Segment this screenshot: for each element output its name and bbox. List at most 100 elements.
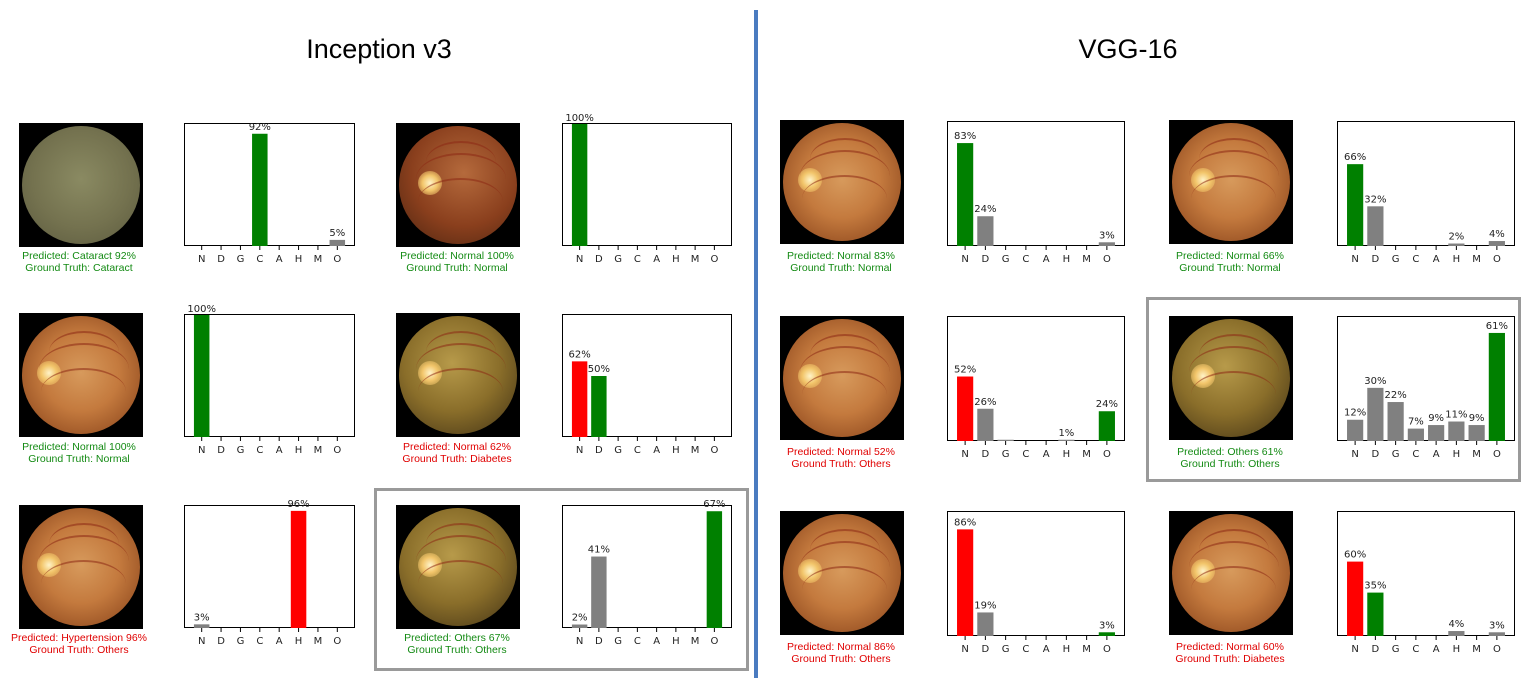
bar-H [1448, 243, 1465, 246]
tick-label-O: O [1103, 254, 1111, 265]
fundus-image-6 [396, 505, 520, 629]
data-label-D: 50% [588, 364, 610, 375]
bar-G [1387, 402, 1404, 441]
caption-8: Predicted: Normal 66% Ground Truth: Norma… [1140, 250, 1320, 274]
data-label-D: 41% [588, 545, 610, 556]
data-label-H: 11% [1445, 410, 1467, 421]
tick-label-H: H [1063, 254, 1071, 265]
tick-label-H: H [1453, 449, 1461, 460]
data-label-C: 92% [249, 122, 271, 133]
tick-label-M: M [1082, 254, 1091, 265]
data-label-N: 12% [1344, 408, 1366, 419]
bar-H [1448, 631, 1465, 636]
chart-frame [1337, 121, 1515, 246]
tick-label-G: G [1392, 449, 1400, 460]
bar-O [329, 239, 346, 246]
data-label-H: 96% [287, 499, 309, 510]
bar-G [997, 439, 1014, 441]
data-label-D: 19% [974, 600, 996, 611]
caption-6: Predicted: Others 67% Ground Truth: Other… [367, 632, 547, 656]
data-label-C: 7% [1408, 417, 1424, 428]
bar-D [977, 408, 994, 441]
chart-frame [562, 123, 732, 246]
bar-chart-12: 60% N 35% D G C A 4% H M 3% O [1337, 511, 1515, 655]
bar-chart-7: 83% N 24% D G C A H M 3% O [947, 121, 1125, 265]
bar-N [193, 315, 210, 437]
data-label-N: 60% [1344, 550, 1366, 561]
tick-label-O: O [1103, 449, 1111, 460]
bar-O [1488, 332, 1505, 441]
bar-N [571, 361, 588, 437]
tick-label-A: A [276, 445, 283, 456]
bar-chart-3: 100% N D G C A H M O [184, 304, 355, 456]
ground-truth-label: Ground Truth: Normal [28, 453, 130, 465]
data-label-O: 3% [1099, 620, 1115, 631]
ground-truth-label: Ground Truth: Normal [790, 262, 892, 274]
tick-label-N: N [1351, 644, 1358, 655]
bar-C [252, 133, 268, 246]
data-label-N: 62% [569, 349, 591, 360]
data-label-N: 100% [187, 304, 216, 315]
caption-12: Predicted: Normal 60% Ground Truth: Diabe… [1140, 641, 1320, 665]
data-label-H: 1% [1058, 428, 1074, 439]
data-label-D: 24% [974, 204, 996, 215]
caption-2: Predicted: Normal 100% Ground Truth: Norm… [367, 250, 547, 274]
tick-label-N: N [961, 449, 968, 460]
tick-label-H: H [672, 636, 680, 647]
caption-9: Predicted: Normal 52% Ground Truth: Other… [751, 446, 931, 470]
bar-N [957, 529, 974, 636]
tick-label-O: O [1493, 254, 1501, 265]
data-label-O: 67% [703, 499, 725, 510]
predicted-label: Predicted: Normal 62% [403, 441, 511, 453]
data-label-N: 52% [954, 365, 976, 376]
data-label-H: 4% [1448, 619, 1464, 630]
tick-label-N: N [576, 445, 583, 456]
bar-D [591, 376, 607, 437]
tick-label-C: C [1412, 449, 1419, 460]
tick-label-G: G [614, 254, 622, 265]
predicted-label: Predicted: Hypertension 96% [11, 632, 147, 644]
fundus-image-12 [1169, 511, 1293, 635]
bar-A [1428, 425, 1445, 441]
predicted-label: Predicted: Normal 100% [22, 441, 136, 453]
tick-label-G: G [237, 636, 245, 647]
tick-label-C: C [634, 445, 641, 456]
tick-label-H: H [295, 254, 303, 265]
tick-label-G: G [614, 445, 622, 456]
bar-D [591, 556, 607, 628]
predicted-label: Predicted: Normal 100% [400, 250, 514, 262]
tick-label-N: N [1351, 254, 1358, 265]
tick-label-A: A [653, 445, 660, 456]
bar-D [1367, 592, 1384, 636]
bar-O [1488, 241, 1505, 246]
tick-label-O: O [333, 254, 341, 265]
tick-label-A: A [1043, 449, 1050, 460]
tick-label-H: H [1453, 644, 1461, 655]
bar-D [977, 612, 994, 636]
tick-label-G: G [1002, 449, 1010, 460]
highlight-box-inception [374, 488, 749, 671]
title-vgg-16: VGG-16 [1078, 34, 1178, 64]
tick-label-C: C [1412, 644, 1419, 655]
data-label-D: 32% [1364, 194, 1386, 205]
ground-truth-label: Ground Truth: Diabetes [1175, 653, 1285, 665]
tick-label-D: D [595, 254, 603, 265]
tick-label-G: G [1392, 644, 1400, 655]
tick-label-M: M [691, 445, 700, 456]
data-label-N: 100% [565, 113, 594, 124]
chart-frame [184, 505, 355, 628]
data-label-D: 35% [1364, 581, 1386, 592]
predicted-label: Predicted: Cataract 92% [22, 250, 136, 262]
tick-label-H: H [672, 445, 680, 456]
bar-C [1407, 428, 1424, 441]
bar-O [706, 511, 723, 628]
title-inception-v3: Inception v3 [306, 34, 452, 64]
tick-label-M: M [1082, 449, 1091, 460]
caption-11: Predicted: Normal 86% Ground Truth: Other… [751, 641, 931, 665]
tick-label-M: M [1472, 254, 1481, 265]
ground-truth-label: Ground Truth: Others [407, 644, 507, 656]
ground-truth-label: Ground Truth: Others [29, 644, 129, 656]
bar-N [957, 376, 974, 441]
tick-label-O: O [710, 636, 718, 647]
tick-label-G: G [237, 445, 245, 456]
